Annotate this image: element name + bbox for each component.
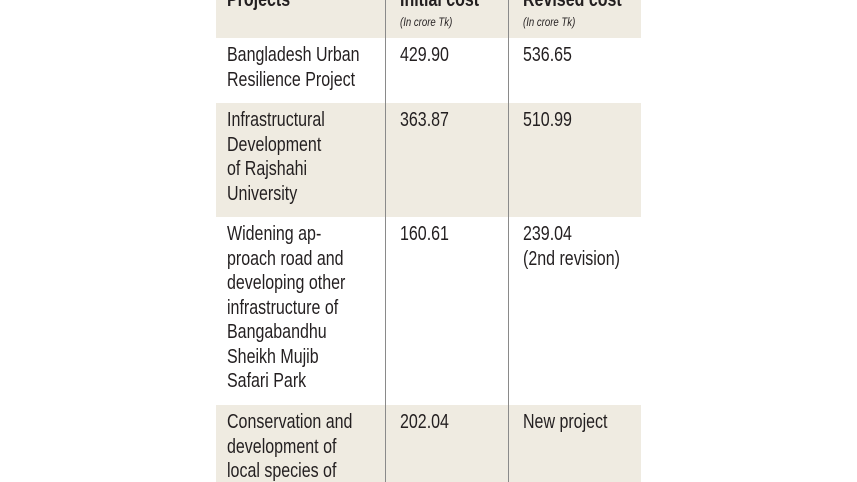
cell-text: 363.87 (400, 109, 449, 131)
cell-text: development of (227, 435, 337, 458)
cell-text: Bangabandhu (227, 321, 327, 343)
cell-text: Resilience Project (227, 68, 356, 91)
row-background (216, 103, 641, 217)
cell-text: Widening ap- (227, 223, 322, 245)
column-divider (385, 0, 386, 482)
cell-text: 429.90 (400, 44, 449, 66)
cell-text: proach road and (227, 247, 344, 270)
header-title: Projects (227, 0, 291, 11)
cell-text: 239.04 (523, 223, 572, 245)
cell-text: Infrastructural (227, 109, 325, 131)
row-background (216, 405, 641, 482)
cell-text: (2nd revision) (523, 247, 620, 270)
header-title: Initial cost (400, 0, 480, 11)
cell-text: Safari Park (227, 370, 307, 392)
cell-text: developing other (227, 272, 346, 294)
cell-text: New project (523, 411, 608, 433)
column-divider (508, 0, 509, 482)
cell-text: Bangladesh Urban (227, 44, 360, 66)
cell-text: Conservation and (227, 411, 353, 433)
cell-text: of Rajshahi (227, 158, 308, 180)
header-background (216, 0, 641, 38)
cell-text: Sheikh Mujib (227, 345, 319, 368)
cell-text: 160.61 (400, 223, 449, 245)
cell-text: Development (227, 133, 322, 156)
cell-text: local species of (227, 460, 337, 482)
header-title: Revised cost (523, 0, 622, 11)
cell-text: University (227, 182, 298, 205)
header-subtitle: (In crore Tk) (523, 15, 576, 29)
cell-text: 510.99 (523, 109, 572, 131)
header-subtitle: (In crore Tk) (400, 15, 453, 29)
cell-text: 202.04 (400, 411, 449, 433)
cell-text: infrastructure of (227, 296, 339, 319)
cell-text: 536.65 (523, 44, 572, 66)
